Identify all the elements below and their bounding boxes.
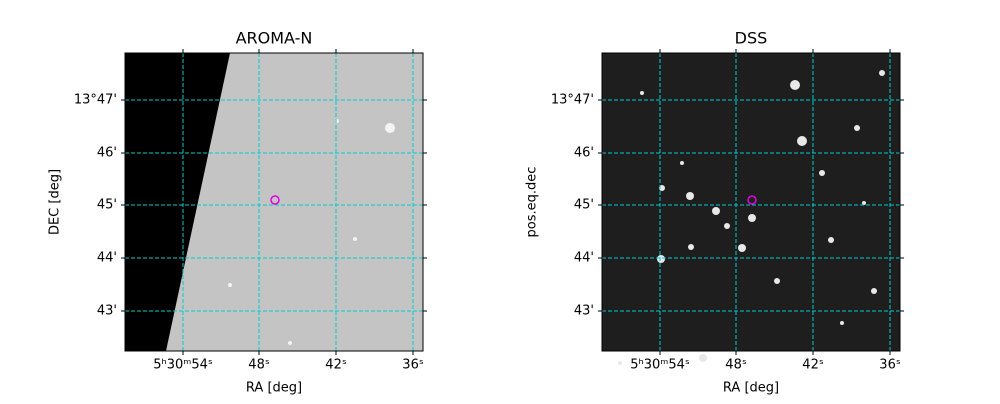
x-tick-label: 48ˢ [725, 358, 747, 373]
y-tick-label: 13°47' [74, 93, 117, 108]
x-tick-label: 36ˢ [402, 358, 424, 373]
panel-title: AROMA-N [236, 29, 313, 48]
star [680, 161, 684, 165]
panel-title: DSS [735, 29, 768, 48]
star [686, 192, 694, 200]
star [862, 201, 866, 205]
star [748, 214, 756, 222]
y-tick-label: 43' [574, 304, 594, 319]
y-tick-label: 45' [97, 198, 117, 213]
star [840, 321, 844, 325]
target-marker [270, 195, 280, 205]
x-axis-label: RA [deg] [246, 381, 302, 396]
y-tick-label: 46' [574, 146, 594, 161]
x-axis-label: RA [deg] [723, 381, 779, 396]
star [774, 278, 780, 284]
star [657, 255, 665, 263]
x-tick-label: 42ˢ [325, 358, 347, 373]
star [871, 288, 877, 294]
x-tick-label: 36ˢ [879, 358, 901, 373]
panel: 5ʰ30ᵐ54ˢ 48ˢ 42ˢ 36ˢ 13°47' 46' 45' 44' 43' AROMA… [48, 29, 427, 396]
y-tick-label: 46' [97, 146, 117, 161]
y-axis-label: DEC [deg] [48, 169, 63, 235]
star [819, 170, 825, 176]
source [385, 123, 395, 133]
star [724, 223, 730, 229]
x-tick-label: 5ʰ30ᵐ54ˢ [630, 358, 690, 373]
y-tick-label: 43' [97, 304, 117, 319]
star [738, 244, 746, 252]
source [288, 341, 292, 345]
star [790, 80, 800, 90]
target-marker [747, 195, 757, 205]
star [828, 237, 834, 243]
axes-frame [124, 52, 424, 352]
star [699, 354, 707, 362]
star [854, 125, 860, 131]
image [602, 53, 900, 351]
axes-frame [601, 52, 901, 352]
star [712, 207, 720, 215]
y-tick-label: 45' [574, 198, 594, 213]
no-coverage [125, 53, 230, 351]
star [640, 91, 644, 95]
source [228, 283, 232, 287]
y-tick-label: 44' [97, 251, 117, 266]
star [618, 361, 622, 365]
panel: 5ʰ30ᵐ54ˢ 48ˢ 42ˢ 36ˢ 13°47' 46' 45' 44' 43' DSS RA… [525, 29, 904, 396]
y-tick-label: 13°47' [551, 93, 594, 108]
source [353, 237, 357, 241]
x-tick-label: 48ˢ [248, 358, 270, 373]
y-tick-label: 44' [574, 251, 594, 266]
x-tick-label: 5ʰ30ᵐ54ˢ [153, 358, 213, 373]
star [879, 70, 885, 76]
star [688, 244, 694, 250]
star [797, 136, 807, 146]
x-tick-label: 42ˢ [802, 358, 824, 373]
y-axis-label: pos.eq.dec [525, 167, 540, 238]
